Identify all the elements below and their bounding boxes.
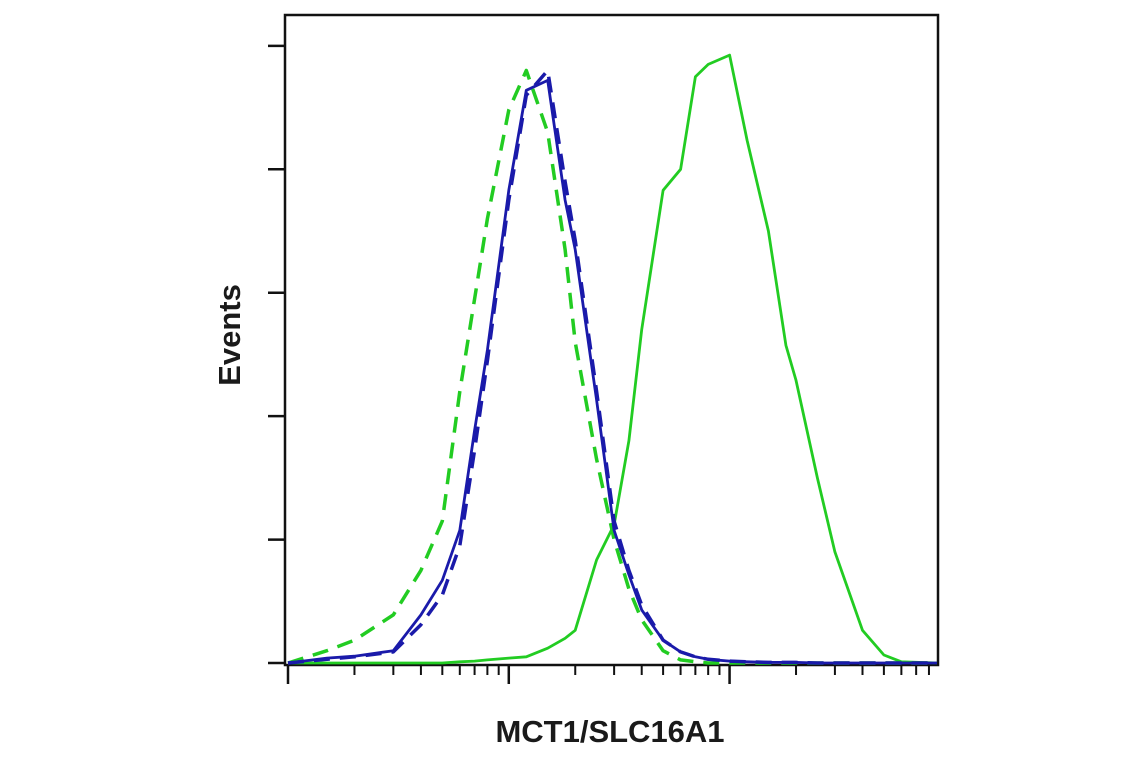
histogram-line [287, 68, 937, 665]
x-axis-label: MCT1/SLC16A1 [495, 714, 724, 749]
histogram-line [288, 53, 938, 665]
plot-frame [283, 13, 940, 667]
histogram-line [287, 68, 937, 665]
y-axis-label: Events [212, 284, 247, 386]
histogram-line [287, 79, 937, 665]
